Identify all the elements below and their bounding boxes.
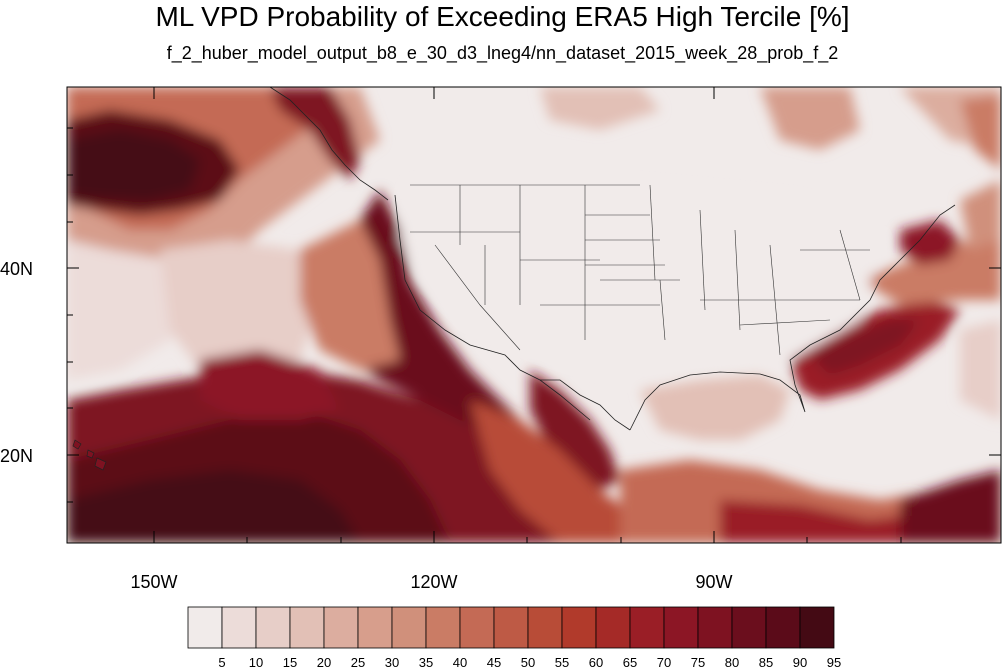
colorbar-tick-label: 65 [622,655,638,670]
axis-ticks [67,87,1001,543]
colorbar-swatch [221,606,257,649]
colorbar-tick-label: 60 [588,655,604,670]
colorbar-swatch [561,606,597,649]
coastline [269,87,956,431]
colorbar-swatch [391,606,427,649]
colorbar-tick-label: 95 [826,655,842,670]
map-title: ML VPD Probability of Exceeding ERA5 Hig… [155,1,850,32]
colorbar-swatch [799,606,835,649]
lon-label-120w: 120W [410,572,458,592]
map-subtitle: f_2_huber_model_output_b8_e_30_d3_lneg4/… [166,43,839,63]
colorbar-swatch [357,606,393,649]
lon-label-150w: 150W [130,572,178,592]
colorbar-tick-label: 90 [792,655,808,670]
colorbar-tick-label: 85 [758,655,774,670]
lat-label-40n: 40N [0,259,34,279]
colorbar-tick-label: 50 [520,655,536,670]
colorbar-swatch [629,606,665,649]
colorbar-tick-label: 15 [282,655,298,670]
colorbar-swatch [731,606,767,649]
state-boundaries [410,184,870,356]
colorbar-swatch [697,606,733,649]
colorbar-swatch [255,606,291,649]
colorbar-swatch [493,606,529,649]
hawaii-islands [72,439,107,471]
colorbar-swatch [663,606,699,649]
colorbar-swatch [289,606,325,649]
colorbar-swatch [425,606,461,649]
colorbar-tick-label: 5 [218,655,226,670]
colorbar-swatch [765,606,801,649]
colorbar-swatch [595,606,631,649]
probability-field [67,87,1001,543]
colorbar-tick-label: 80 [724,655,740,670]
probability-map [66,86,1002,544]
colorbar-tick-label: 20 [316,655,332,670]
colorbar-tick-label: 25 [350,655,366,670]
colorbar-tick-label: 55 [554,655,570,670]
lon-label-90w: 90W [695,572,733,592]
colorbar-tick-label: 30 [384,655,400,670]
colorbar-swatch [187,606,223,649]
colorbar-swatch [459,606,495,649]
colorbar-tick-label: 10 [248,655,264,670]
colorbar-swatch [527,606,563,649]
colorbar-tick-label: 35 [418,655,434,670]
lat-label-20n: 20N [0,446,34,466]
colorbar-swatch [323,606,359,649]
colorbar-tick-label: 75 [690,655,706,670]
colorbar-tick-label: 70 [656,655,672,670]
colorbar-tick-label: 40 [452,655,468,670]
colorbar-tick-label: 45 [486,655,502,670]
